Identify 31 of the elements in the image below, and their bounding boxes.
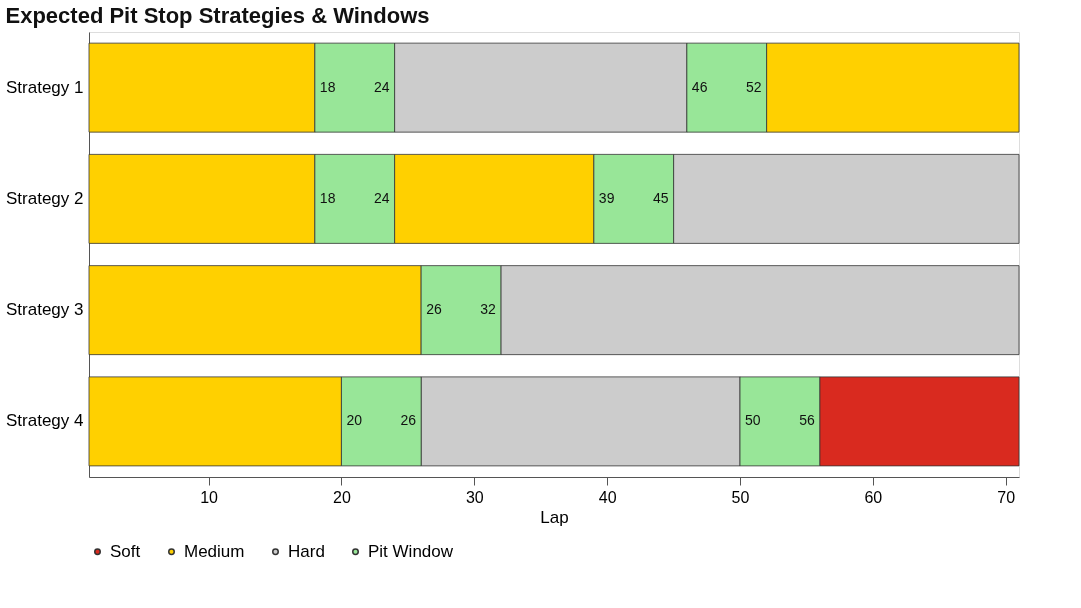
annotation: 18 <box>319 78 336 95</box>
x-tick-label: 40 <box>598 488 617 506</box>
annotation: 24 <box>373 78 390 95</box>
x-axis-title: Lap <box>540 507 569 527</box>
annotation: 20 <box>346 412 363 429</box>
annotation: 50 <box>745 412 761 429</box>
annotation: 26 <box>426 301 442 318</box>
annotation: 56 <box>799 412 815 429</box>
legend-label: Medium <box>184 541 245 561</box>
x-tick-label: 20 <box>333 488 351 506</box>
annotation: 26 <box>400 412 417 429</box>
y-tick-label: Strategy 1 <box>6 77 84 97</box>
chart-title: Expected Pit Stop Strategies & Windows <box>5 3 430 28</box>
legend-label: Hard <box>288 541 325 561</box>
y-tick-label: Strategy 2 <box>6 188 84 208</box>
x-tick-label: 70 <box>997 488 1016 506</box>
annotation: 24 <box>373 189 390 206</box>
annotation: 32 <box>480 301 497 318</box>
annotation: 52 <box>745 78 762 95</box>
legend-label: Soft <box>110 541 141 561</box>
annotation: 46 <box>691 78 708 95</box>
annotation: 39 <box>598 189 615 206</box>
legend-label: Pit Window <box>368 541 454 561</box>
annotation: 18 <box>319 189 336 206</box>
x-tick-label: 30 <box>465 488 484 506</box>
x-tick-label: 50 <box>731 488 750 506</box>
x-tick-label: 60 <box>864 488 883 506</box>
y-tick-label: Strategy 3 <box>6 300 84 320</box>
annotation: 45 <box>652 189 669 206</box>
x-tick-label: 10 <box>200 488 219 506</box>
y-tick-label: Strategy 4 <box>6 411 84 431</box>
